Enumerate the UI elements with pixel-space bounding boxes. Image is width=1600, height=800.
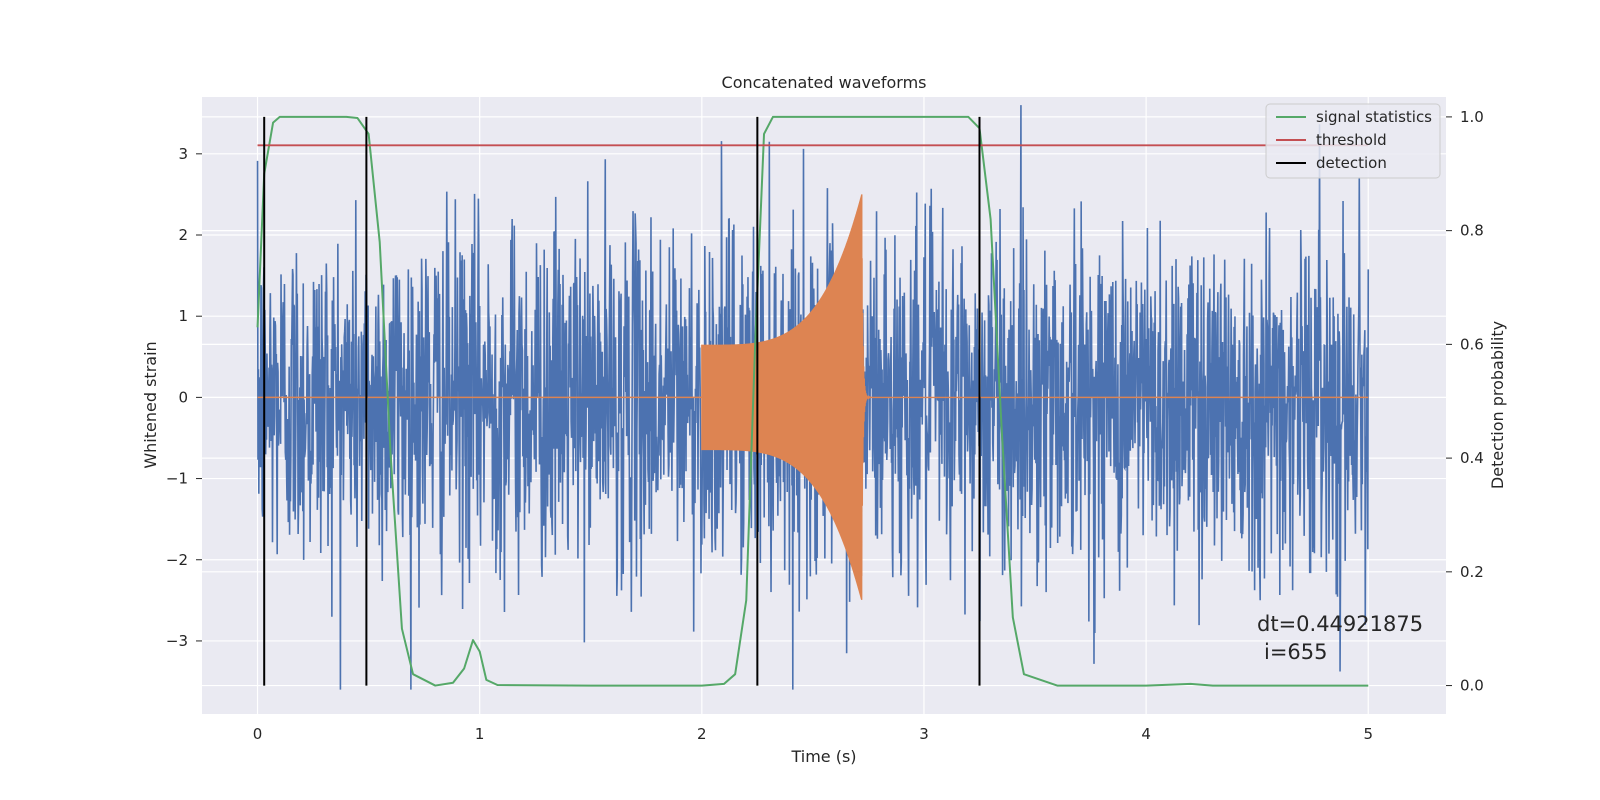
annotation-dt: dt=0.44921875	[1257, 612, 1423, 636]
y-tick-label: 3	[178, 145, 188, 163]
legend: signal statistics threshold detection	[1265, 103, 1441, 179]
y-tick-label: −3	[166, 632, 188, 650]
legend-label: signal statistics	[1316, 108, 1432, 126]
legend-label: detection	[1316, 154, 1387, 172]
y-right-tick-label: 0.2	[1460, 563, 1484, 581]
y-tick-label: 1	[178, 307, 188, 325]
y-tick-label: 2	[178, 226, 188, 244]
y-tick-label: 0	[178, 388, 188, 406]
x-tick-label: 5	[1363, 725, 1373, 743]
x-tick-label: 0	[253, 725, 263, 743]
annotation-i: i=655	[1264, 640, 1328, 664]
y-tick-label: −1	[166, 470, 188, 488]
x-tick-label: 3	[919, 725, 929, 743]
y-tick-label: −2	[166, 551, 188, 569]
legend-label: threshold	[1316, 131, 1387, 149]
ticks-layer: 0 1 2 3 4 5 3 2 1 0 −1 −2 −3 1.0 0.8 0.6 0.4 0.2 0.0	[166, 108, 1484, 743]
y-right-tick-label: 1.0	[1460, 108, 1484, 126]
chirp-series-line	[257, 194, 1369, 600]
x-tick-label: 4	[1141, 725, 1151, 743]
x-tick-label: 1	[475, 725, 485, 743]
x-axis-label: Time (s)	[790, 747, 856, 766]
y-right-tick-label: 0.0	[1460, 677, 1484, 695]
y-axis-label: Whitened strain	[141, 341, 160, 468]
chart-title: Concatenated waveforms	[722, 73, 927, 92]
y-right-tick-label: 0.8	[1460, 222, 1484, 240]
y-right-tick-label: 0.4	[1460, 449, 1484, 467]
y-axis-right-label: Detection probability	[1488, 321, 1507, 489]
series-layer	[256, 105, 1370, 690]
x-tick-label: 2	[697, 725, 707, 743]
signal-statistics-line	[256, 115, 1369, 687]
legend-box	[1265, 103, 1441, 179]
y-right-tick-label: 0.6	[1460, 335, 1484, 353]
